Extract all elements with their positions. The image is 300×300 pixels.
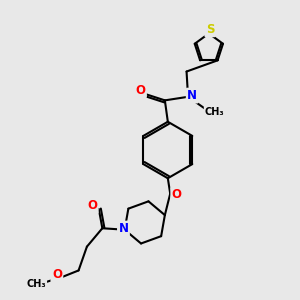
Text: CH₃: CH₃ [26,279,46,289]
Text: N: N [187,89,197,102]
Text: S: S [206,23,214,36]
Text: N: N [118,222,128,235]
Text: O: O [87,200,97,212]
Text: O: O [172,188,182,201]
Text: O: O [136,84,146,97]
Text: O: O [52,268,62,281]
Text: CH₃: CH₃ [205,107,225,117]
